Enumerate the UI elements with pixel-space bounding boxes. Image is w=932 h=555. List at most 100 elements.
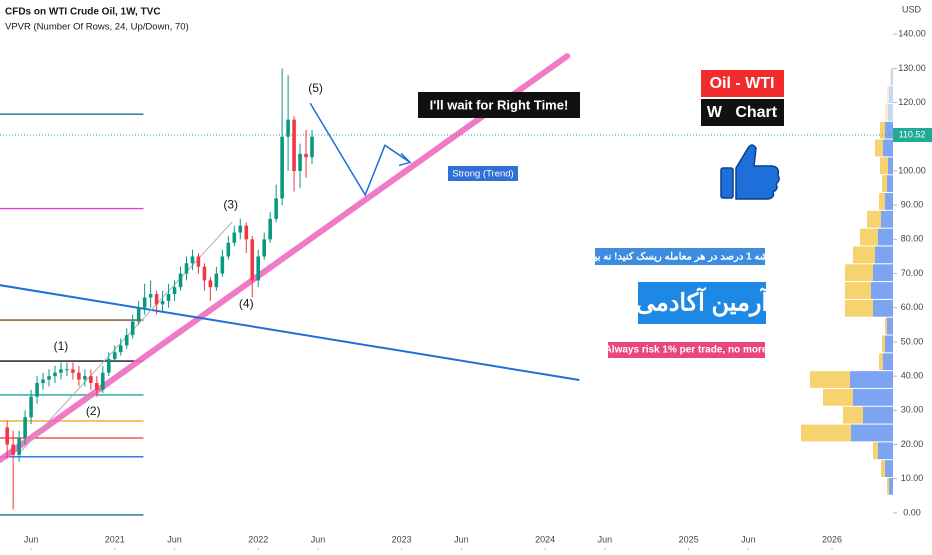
risk-text: Always risk 1% per trade, no more	[605, 345, 768, 356]
volume-down	[853, 246, 875, 264]
y-tick-label: 50.00	[901, 336, 924, 346]
candle-body	[226, 242, 231, 257]
candle-body	[65, 369, 69, 371]
candle-body	[124, 335, 129, 346]
candle-body	[232, 232, 237, 243]
volume-down	[880, 157, 888, 175]
volume-up	[888, 104, 893, 121]
x-tick-label: 2021	[105, 534, 125, 544]
persian-risk-text: همیشه 1 درصد در هر معامله ریسک کنید! نه …	[576, 252, 783, 263]
x-tick-label: 2026	[822, 534, 842, 544]
candle-body	[118, 345, 123, 353]
volume-up	[885, 193, 893, 210]
volume-down	[845, 299, 873, 317]
volume-down	[882, 335, 885, 353]
last-price-label: 110.52	[899, 129, 926, 139]
y-tick-label: 90.00	[901, 200, 924, 210]
projection-path	[309, 102, 411, 197]
candle-body	[244, 225, 249, 240]
y-tick-label: 20.00	[901, 439, 924, 449]
candle-body	[89, 376, 93, 383]
volume-down	[823, 388, 853, 406]
y-tick-label: 100.00	[898, 165, 926, 175]
candle-body	[112, 352, 117, 360]
volume-up	[853, 388, 893, 406]
candle-body	[136, 307, 141, 322]
candle-body	[59, 369, 63, 373]
y-tick-label: 0.00	[903, 507, 921, 517]
candle-body	[160, 300, 165, 305]
candle-body	[5, 427, 9, 445]
brand-box	[638, 282, 766, 324]
volume-down	[801, 424, 851, 442]
y-tick-label: 60.00	[901, 302, 924, 312]
y-tick-label: 10.00	[901, 473, 924, 483]
timeframe-box	[701, 99, 784, 126]
wave-label: (4)	[239, 296, 254, 310]
timeframe-text: W Chart	[707, 104, 778, 121]
volume-up	[871, 282, 893, 299]
candle-body	[238, 225, 243, 233]
volume-up	[873, 264, 893, 282]
last-price-box	[893, 127, 932, 142]
x-tick-label: Jun	[167, 534, 182, 544]
candle-body	[95, 382, 99, 390]
x-tick-label: 2023	[392, 534, 412, 544]
wait-box	[418, 92, 580, 118]
risk-box	[608, 342, 765, 358]
y-tick-label: 70.00	[901, 268, 924, 278]
arrow-head	[398, 152, 412, 167]
volume-up	[875, 246, 893, 264]
volume-up	[883, 353, 893, 371]
volume-up	[887, 175, 893, 193]
trend-box	[448, 166, 518, 181]
volume-up	[885, 460, 893, 477]
volume-down	[885, 317, 887, 335]
volume-up	[863, 406, 893, 424]
candle-body	[220, 256, 225, 274]
candle-body	[29, 396, 33, 418]
x-tick-label: Jun	[598, 534, 613, 544]
candle-body	[148, 294, 153, 298]
candle-body	[11, 444, 15, 455]
candle-body	[23, 417, 27, 438]
currency: USD	[902, 4, 922, 14]
volume-up	[889, 477, 893, 495]
wave-label: (5)	[308, 81, 323, 95]
volume-down	[885, 104, 888, 121]
price-axis-bg	[893, 0, 932, 550]
candle-body	[298, 153, 302, 171]
volume-down	[845, 264, 873, 282]
candle-body	[130, 321, 135, 336]
x-tick-label: Jun	[24, 534, 39, 544]
y-tick-label: 40.00	[901, 371, 924, 381]
x-tick-label: Jun	[454, 534, 469, 544]
plot-area: (1) (2) (3) (4) (5)	[0, 53, 893, 516]
volume-up	[891, 68, 893, 86]
volume-up	[889, 86, 893, 104]
candle-body	[53, 372, 57, 377]
trendline	[0, 53, 571, 463]
candle-body	[310, 136, 314, 158]
symbol-box	[701, 70, 784, 97]
candle-body	[83, 376, 87, 380]
volume-down	[879, 193, 885, 210]
wave-label: (1)	[54, 339, 69, 353]
volume-up	[873, 299, 893, 317]
wait-text: I'll wait for Right Time!	[430, 97, 569, 112]
candle-body	[47, 376, 51, 380]
candle-body	[250, 239, 255, 281]
candle-body	[142, 297, 147, 308]
volume-down	[845, 282, 871, 299]
y-tick-label: 140.00	[898, 29, 926, 39]
candle-body	[71, 369, 75, 373]
volume-down	[879, 353, 883, 371]
symbol-text: Oil - WTI	[710, 75, 775, 92]
volume-up	[850, 371, 893, 388]
volume-up	[885, 335, 893, 353]
thumbs-up-icon	[720, 144, 780, 200]
candle-body	[35, 382, 39, 397]
volume-down	[843, 406, 863, 424]
wave-label: (2)	[86, 404, 101, 418]
